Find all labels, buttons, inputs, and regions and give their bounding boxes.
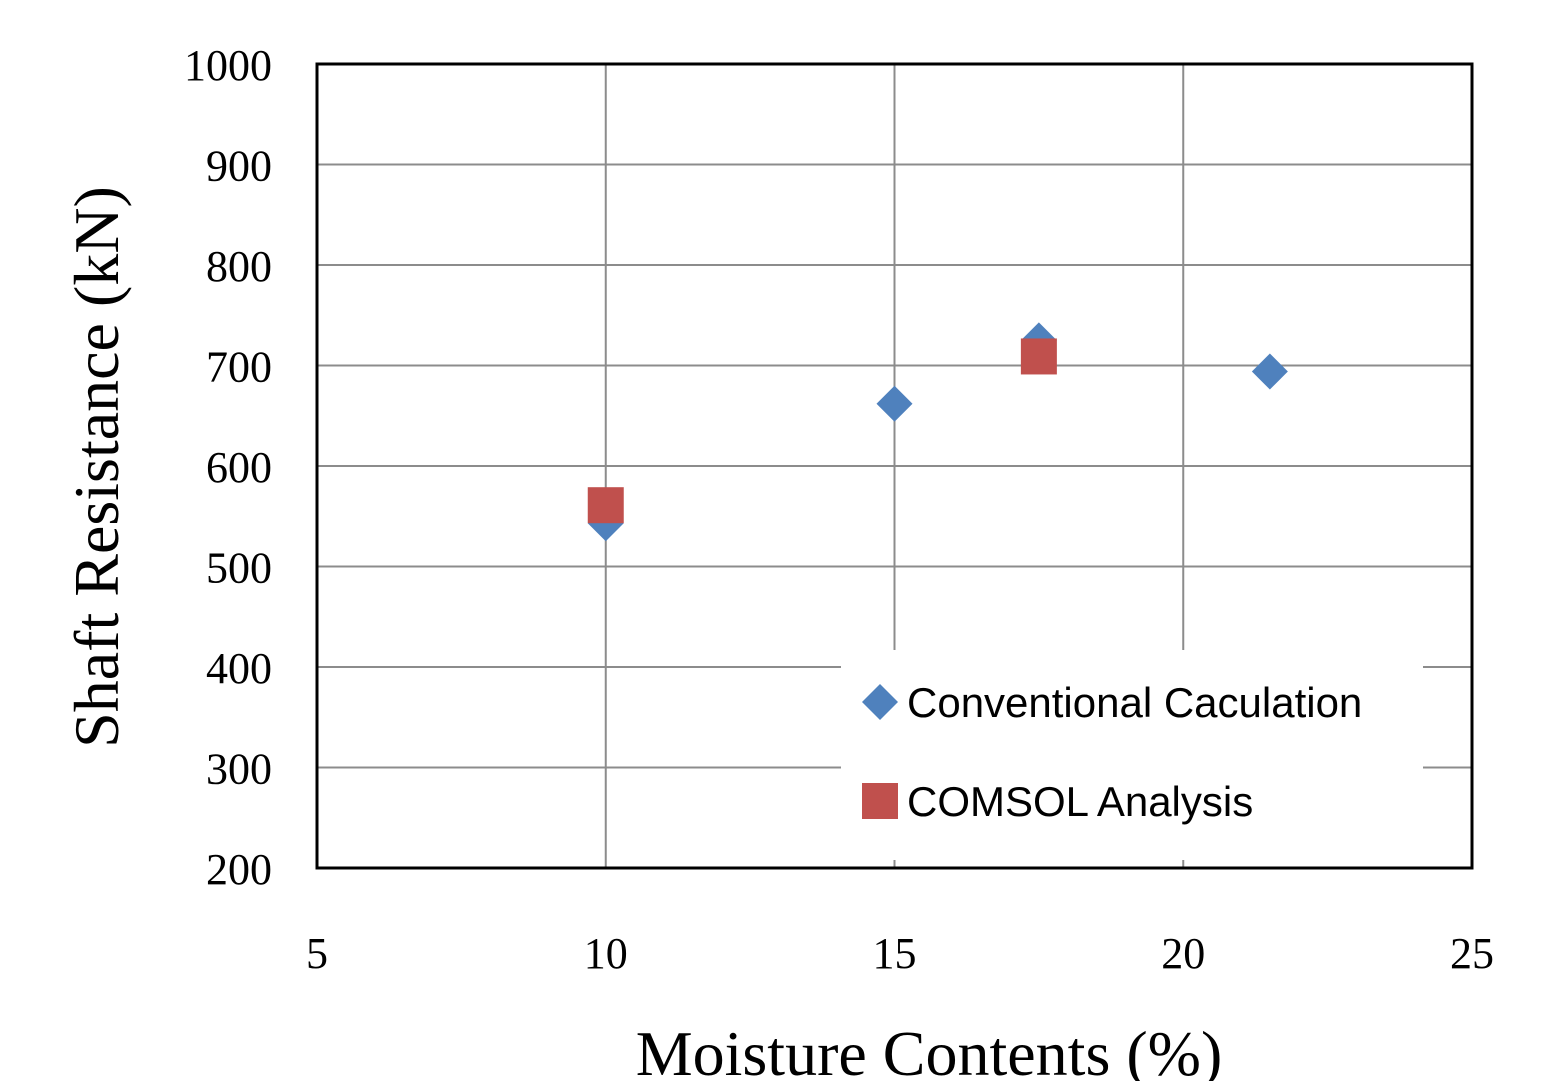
legend-box [841,650,1423,860]
y-tick-label: 800 [206,242,272,291]
x-axis-title: Moisture Contents (%) [636,1018,1223,1081]
legend-label: COMSOL Analysis [907,778,1253,825]
diamond-point [876,385,913,422]
y-tick-label: 900 [206,142,272,191]
y-tick-label: 400 [206,644,272,693]
y-tick-label: 200 [206,845,272,894]
data-points [587,322,1288,542]
x-tick-label: 5 [306,929,328,978]
y-tick-label: 300 [206,745,272,794]
x-tick-label: 20 [1161,929,1205,978]
y-tick-labels: 200 300 400 500 600 700 800 900 1000 [184,41,272,894]
y-tick-label: 700 [206,343,272,392]
legend: Conventional Caculation COMSOL Analysis [841,650,1423,860]
y-axis-title: Shaft Resistance (kN) [61,186,132,748]
square-point [587,487,624,524]
diamond-point [1251,353,1288,390]
y-tick-label: 600 [206,443,272,492]
square-point [1020,338,1057,375]
x-tick-label: 10 [584,929,628,978]
diamond-point [587,505,624,542]
legend-label: Conventional Caculation [907,679,1362,726]
plot-frame [315,62,1474,870]
legend-square-marker [862,783,898,819]
x-tick-labels: 5 10 15 20 25 [306,929,1494,978]
y-tick-label: 500 [206,544,272,593]
legend-diamond-marker [862,684,898,720]
y-tick-label: 1000 [184,41,272,90]
x-tick-label: 15 [873,929,917,978]
x-tick-label: 25 [1450,929,1494,978]
